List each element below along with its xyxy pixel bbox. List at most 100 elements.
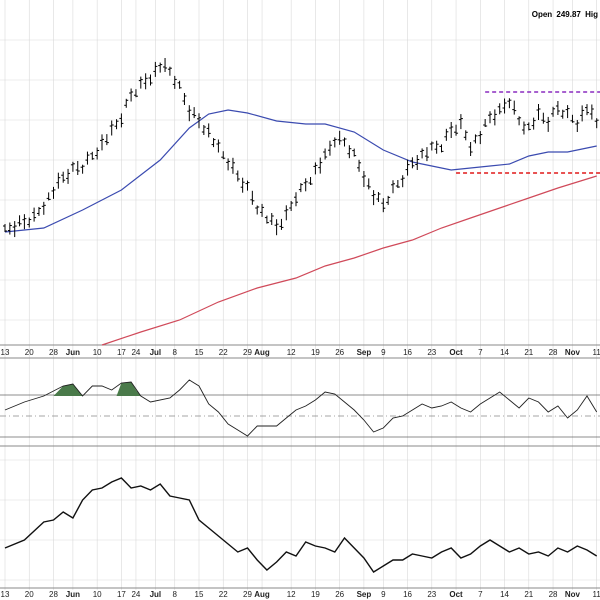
price-bar — [308, 177, 313, 185]
x-tick-label: 28 — [549, 348, 558, 357]
ma-long-line — [101, 175, 597, 346]
x-tick-label: 15 — [195, 348, 204, 357]
x-tick-label: 21 — [524, 348, 533, 357]
price-bar — [521, 121, 526, 135]
price-bar — [250, 190, 255, 205]
price-bar — [255, 205, 260, 215]
price-bar — [226, 158, 231, 171]
momentum-overbought-fill — [116, 382, 141, 396]
price-bar — [70, 161, 75, 172]
price-bar — [492, 109, 497, 126]
x-tick-label: 8 — [173, 348, 178, 357]
price-bar — [148, 74, 153, 86]
price-bar — [56, 172, 61, 189]
price-bar — [555, 101, 560, 115]
price-bar — [172, 75, 177, 89]
price-bar — [420, 148, 425, 159]
price-bar — [570, 114, 575, 123]
price-bar — [313, 162, 318, 175]
x-axis-price: 13 20 28 Jun 10 17 24 Jul 8 15 22 29 Aug 12 19 26 Sep 9 16… — [1, 348, 600, 357]
price-panel — [3, 58, 600, 346]
price-bar — [206, 123, 211, 138]
price-bar — [260, 203, 265, 217]
price-bar — [531, 117, 536, 130]
open-label: Open — [531, 10, 553, 19]
price-bar — [386, 195, 391, 205]
x-tick-label: Sep — [357, 348, 372, 357]
x-tick-label: 8 — [173, 590, 178, 599]
price-bar — [332, 137, 337, 148]
x-tick-label: 26 — [335, 590, 344, 599]
price-bar — [235, 170, 240, 182]
x-tick-label: Oct — [449, 590, 463, 599]
price-bar — [565, 105, 570, 119]
price-bar — [177, 80, 182, 89]
x-tick-label: 10 — [93, 348, 102, 357]
x-tick-label: 21 — [524, 590, 533, 599]
price-bar — [594, 118, 599, 129]
price-bar — [580, 105, 585, 122]
x-tick-label: 29 — [243, 348, 252, 357]
price-bar — [449, 122, 454, 138]
price-bar — [395, 180, 400, 188]
price-bar — [187, 105, 192, 122]
price-bar — [352, 148, 357, 157]
x-axis-oscillator: 13 20 28 Jun 10 17 24 Jul 8 15 22 29 Aug 12 19 26 Sep 9 16… — [1, 590, 600, 599]
price-bar — [342, 137, 347, 147]
x-tick-label: 19 — [311, 590, 320, 599]
price-bar — [7, 222, 12, 235]
x-tick-label: 24 — [131, 590, 140, 599]
price-bar — [158, 62, 163, 73]
price-bar — [85, 151, 90, 165]
price-bar — [264, 215, 269, 224]
x-tick-label: 23 — [427, 590, 436, 599]
x-tick-label: 28 — [49, 590, 58, 599]
price-bar — [405, 159, 410, 176]
price-bar — [3, 224, 7, 232]
price-header: Open 249.87 Hig — [530, 10, 598, 19]
x-tick-label: 13 — [1, 590, 10, 599]
price-bar — [337, 130, 342, 145]
momentum-line — [4, 379, 598, 437]
x-tick-label: 26 — [335, 348, 344, 357]
x-tick-label: 14 — [500, 348, 509, 357]
x-tick-label: 20 — [25, 590, 34, 599]
price-bar — [415, 155, 420, 170]
x-tick-label: Nov — [565, 348, 581, 357]
price-bar — [153, 61, 158, 77]
x-tick-label: 12 — [287, 590, 296, 599]
x-tick-label: 28 — [49, 348, 58, 357]
open-value: 249.87 — [556, 10, 581, 19]
price-bar — [269, 213, 274, 225]
price-bar — [12, 221, 17, 238]
high-label: Hig — [585, 10, 598, 19]
price-bar — [182, 93, 187, 105]
price-bar — [27, 217, 32, 228]
price-bar — [454, 124, 459, 136]
price-bar — [51, 186, 56, 199]
x-tick-label: Jun — [66, 590, 80, 599]
price-bar — [221, 151, 226, 160]
price-bar — [410, 157, 415, 169]
price-bar — [133, 89, 138, 98]
price-bar — [66, 168, 71, 184]
price-bar — [240, 177, 245, 193]
price-bar — [376, 192, 381, 202]
x-tick-label: Jun — [66, 348, 80, 357]
price-bar — [536, 104, 541, 120]
x-tick-label: Jul — [150, 590, 162, 599]
price-bar — [274, 219, 279, 236]
price-bar — [551, 106, 556, 117]
x-tick-label: 16 — [403, 590, 412, 599]
price-bar — [279, 218, 284, 230]
x-tick-label: 22 — [219, 348, 228, 357]
price-bar — [109, 120, 114, 136]
price-bar — [294, 192, 298, 207]
x-tick-label: 17 — [117, 348, 126, 357]
price-bar — [541, 112, 546, 124]
x-tick-label: 7 — [478, 348, 483, 357]
x-tick-label: Aug — [254, 590, 270, 599]
price-bar — [100, 134, 104, 151]
price-bar — [366, 178, 371, 190]
